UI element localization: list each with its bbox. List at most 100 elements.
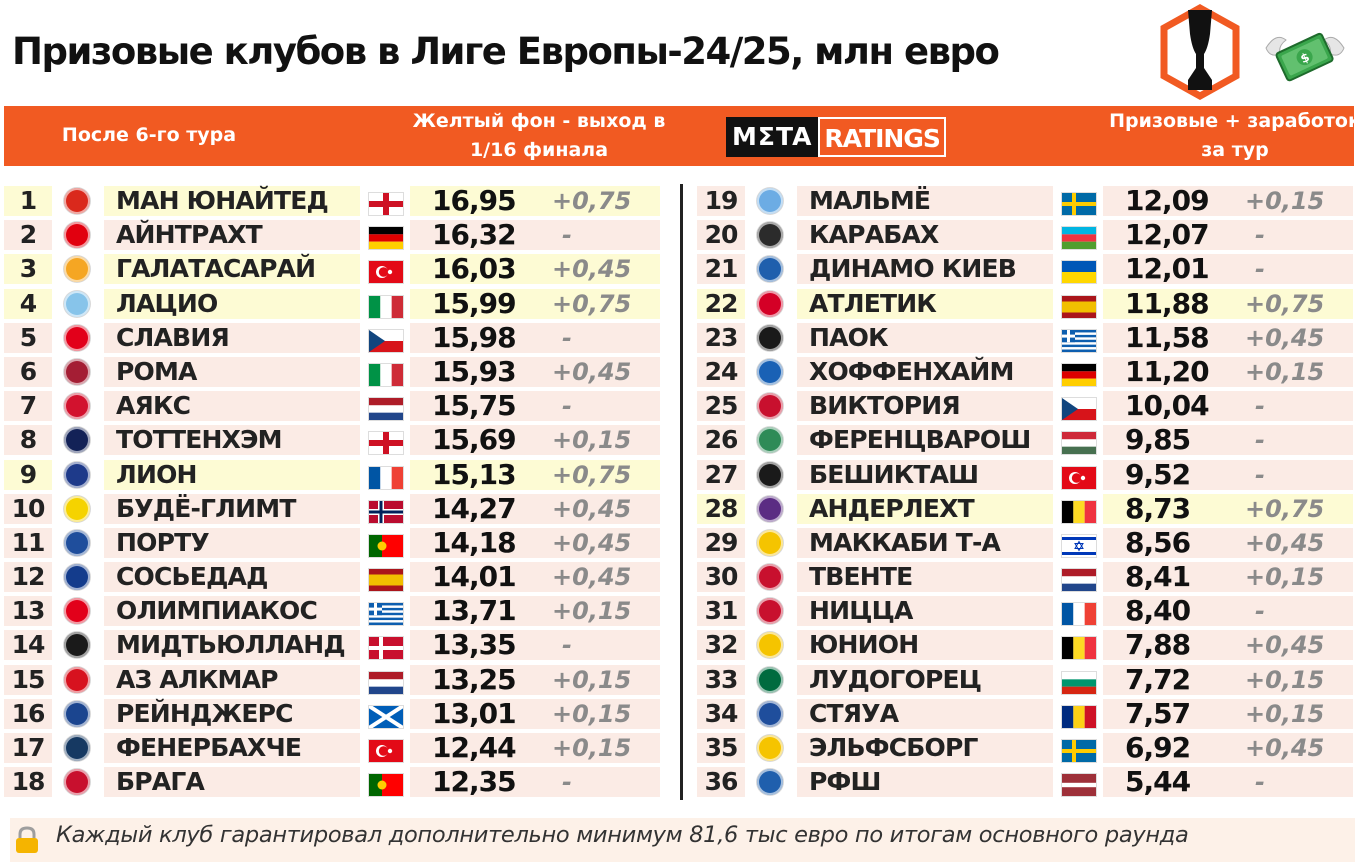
row-background (4, 733, 52, 763)
row-background (104, 186, 360, 216)
row-background (797, 767, 1053, 798)
row-background (697, 630, 745, 661)
country-flag-icon (1061, 739, 1097, 763)
country-flag-icon (368, 328, 404, 353)
row-background (1103, 630, 1353, 661)
club-name: ФЕНЕРБАХЧЕ (116, 733, 302, 762)
table-row: 32 ЮНИОН 7,88 +0,45 (697, 628, 1354, 662)
rank-cell: 4 (19, 288, 37, 318)
row-background (104, 733, 360, 763)
rank-cell: 33 (704, 664, 739, 694)
row-background (697, 527, 745, 558)
club-crest-icon (64, 529, 90, 556)
club-crest-icon (757, 598, 783, 625)
row-background (1103, 425, 1353, 456)
round-increment: - (562, 392, 572, 421)
rank-cell: 15 (11, 664, 46, 694)
club-name: ЛАЦИО (116, 288, 218, 318)
club-name: АТЛЕТИК (809, 288, 937, 318)
yellow-note-line2: 1/16 финала (469, 139, 609, 161)
table-row: 18 БРАГА 12,35 - (4, 765, 660, 799)
club-name: ОЛИМПИАКОС (116, 596, 318, 626)
row-background (797, 322, 1053, 353)
row-background (4, 767, 52, 798)
country-flag-icon (368, 397, 404, 422)
rank-cell: 36 (704, 767, 739, 797)
prize-value: 8,56 (1125, 525, 1191, 559)
brand-part2: RATINGS (818, 117, 946, 157)
club-name: ТВЕНТЕ (809, 562, 913, 592)
row-background (797, 630, 1053, 661)
club-crest-icon (757, 700, 783, 727)
row-background (104, 767, 360, 798)
row-background (410, 562, 660, 593)
round-increment: +0,45 (552, 494, 632, 523)
club-name: ЭЛЬФСБОРГ (809, 733, 978, 762)
prize-value: 15,69 (432, 423, 517, 457)
row-background (410, 288, 660, 319)
row-background (4, 220, 52, 251)
row-background (797, 220, 1053, 251)
prize-value: 11,88 (1125, 286, 1210, 320)
row-background (697, 322, 745, 353)
rank-cell: 17 (11, 733, 46, 762)
row-background (697, 288, 745, 319)
round-increment: +0,75 (552, 187, 632, 215)
country-flag-icon (1061, 192, 1097, 216)
rank-cell: 32 (704, 630, 739, 660)
prize-value: 16,95 (432, 184, 517, 217)
row-background (697, 425, 745, 456)
footer-note: Каждый клуб гарантировал дополнительно м… (10, 818, 1355, 862)
club-name: РОМА (116, 356, 197, 386)
prize-value: 16,32 (432, 218, 517, 252)
row-background (410, 254, 660, 285)
row-background (697, 767, 745, 798)
round-increment: - (1255, 597, 1265, 626)
country-flag-icon (368, 704, 404, 729)
row-background (1103, 733, 1353, 763)
country-flag-icon (368, 499, 404, 524)
club-crest-icon (64, 427, 90, 454)
table-row: 19 МАЛЬМЁ 12,09 +0,15 (697, 184, 1354, 218)
country-flag-icon (1061, 602, 1097, 627)
round-increment: - (1255, 221, 1265, 250)
row-background (104, 459, 360, 490)
table-row: 14 МИДТЬЮЛЛАНД 13,35 - (4, 628, 660, 662)
row-background (697, 356, 745, 387)
row-background (797, 562, 1053, 593)
round-increment: +0,15 (1245, 187, 1325, 215)
round-increment: - (1255, 460, 1265, 489)
row-background (104, 664, 360, 695)
row-background (1103, 391, 1353, 422)
row-background (697, 596, 745, 627)
row-background (4, 698, 52, 729)
country-flag-icon (368, 465, 404, 490)
row-background (4, 288, 52, 319)
row-background (410, 664, 660, 695)
club-name: МАЛЬМЁ (809, 186, 931, 215)
round-increment: +0,45 (1245, 323, 1325, 352)
row-background (4, 527, 52, 558)
metaratings-logo: MΣTA RATINGS (726, 117, 946, 157)
round-increment: +0,45 (552, 528, 632, 557)
round-increment: +0,45 (552, 357, 632, 386)
club-name: ХОФФЕНХАЙМ (809, 356, 1014, 386)
round-increment: - (1255, 426, 1265, 455)
prize-value: 14,27 (432, 491, 517, 525)
club-name: МИДТЬЮЛЛАНД (116, 630, 346, 660)
country-flag-icon (368, 739, 404, 763)
prize-value: 12,07 (1125, 218, 1210, 252)
row-background (104, 493, 360, 524)
row-background (104, 698, 360, 729)
row-background (104, 562, 360, 593)
prize-value: 11,58 (1125, 320, 1210, 354)
table-row: 20 КАРАБАХ 12,07 - (697, 218, 1354, 252)
table-row: 1 МАН ЮНАЙТЕД 16,95 +0,75 (4, 184, 660, 218)
club-name: РЕЙНДЖЕРС (116, 698, 293, 728)
club-crest-icon (64, 769, 90, 796)
row-background (797, 186, 1053, 216)
club-crest-icon (64, 324, 90, 351)
table-row: 15 АЗ АЛКМАР 13,25 +0,15 (4, 663, 660, 697)
row-background (104, 288, 360, 319)
round-increment: +0,15 (552, 426, 632, 455)
